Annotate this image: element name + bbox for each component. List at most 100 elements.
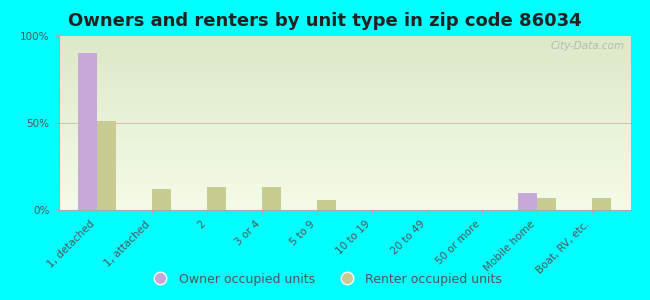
Bar	[58, 189, 630, 190]
Bar	[58, 43, 630, 44]
Bar	[58, 90, 630, 91]
Bar	[58, 117, 630, 118]
Bar	[58, 138, 630, 139]
Bar	[58, 52, 630, 53]
Bar	[58, 197, 630, 198]
Bar	[58, 183, 630, 184]
Bar	[58, 129, 630, 130]
Bar	[58, 77, 630, 78]
Bar	[58, 168, 630, 169]
Bar	[58, 178, 630, 179]
Bar	[58, 93, 630, 94]
Bar	[58, 64, 630, 65]
Bar	[58, 157, 630, 158]
Bar	[58, 173, 630, 174]
Bar	[58, 82, 630, 83]
Bar	[58, 149, 630, 150]
Bar	[58, 171, 630, 172]
Bar	[58, 58, 630, 59]
Bar	[58, 45, 630, 46]
Bar	[58, 132, 630, 133]
Bar	[58, 67, 630, 68]
Text: Owners and renters by unit type in zip code 86034: Owners and renters by unit type in zip c…	[68, 12, 582, 30]
Bar	[58, 158, 630, 159]
Bar	[58, 161, 630, 162]
Bar	[58, 57, 630, 58]
Bar	[58, 130, 630, 131]
Bar	[58, 163, 630, 164]
Bar	[58, 154, 630, 155]
Bar	[58, 50, 630, 51]
Bar	[58, 96, 630, 97]
Bar	[58, 152, 630, 153]
Bar	[58, 111, 630, 112]
Bar	[58, 71, 630, 72]
Bar	[58, 44, 630, 45]
Bar	[58, 37, 630, 38]
Bar	[58, 38, 630, 39]
Bar	[58, 72, 630, 73]
Bar	[58, 59, 630, 60]
Bar	[58, 112, 630, 113]
Bar	[58, 172, 630, 173]
Bar	[58, 176, 630, 177]
Bar	[58, 159, 630, 160]
Legend: Owner occupied units, Renter occupied units: Owner occupied units, Renter occupied un…	[143, 268, 507, 291]
Bar	[58, 131, 630, 132]
Bar	[58, 200, 630, 201]
Bar	[58, 124, 630, 125]
Bar	[58, 60, 630, 61]
Bar	[58, 140, 630, 141]
Bar	[58, 119, 630, 120]
Bar	[58, 120, 630, 121]
Bar	[518, 193, 537, 210]
Bar	[58, 144, 630, 145]
Bar	[58, 186, 630, 187]
Bar	[58, 126, 630, 127]
Bar	[58, 88, 630, 89]
Bar	[58, 101, 630, 102]
Bar	[58, 89, 630, 90]
Bar	[58, 66, 630, 67]
Bar	[58, 199, 630, 200]
Bar	[58, 160, 630, 161]
Bar	[58, 180, 630, 181]
Bar	[58, 47, 630, 48]
Bar	[58, 207, 630, 208]
Bar	[58, 110, 630, 111]
Bar	[58, 179, 630, 180]
Bar	[152, 189, 171, 210]
Bar	[58, 85, 630, 86]
Bar	[58, 109, 630, 110]
Bar	[58, 182, 630, 183]
Bar	[58, 195, 630, 196]
Bar	[58, 167, 630, 168]
Bar	[58, 191, 630, 192]
Bar	[58, 39, 630, 40]
Bar	[58, 106, 630, 107]
Bar	[58, 155, 630, 156]
Bar	[58, 40, 630, 41]
Bar	[58, 181, 630, 182]
Bar	[58, 79, 630, 80]
Bar	[58, 203, 630, 204]
Bar	[58, 48, 630, 49]
Bar	[58, 46, 630, 47]
Bar	[58, 41, 630, 42]
Bar	[78, 53, 97, 210]
Bar	[58, 205, 630, 206]
Bar	[58, 170, 630, 171]
Bar	[58, 188, 630, 189]
Bar	[58, 81, 630, 82]
Bar	[58, 56, 630, 57]
Bar	[58, 122, 630, 123]
Bar	[58, 148, 630, 149]
Bar	[58, 125, 630, 126]
Bar	[58, 61, 630, 62]
Bar	[58, 135, 630, 136]
Bar	[58, 115, 630, 116]
Bar	[58, 68, 630, 69]
Bar	[58, 118, 630, 119]
Bar	[58, 194, 630, 195]
Bar	[58, 73, 630, 74]
